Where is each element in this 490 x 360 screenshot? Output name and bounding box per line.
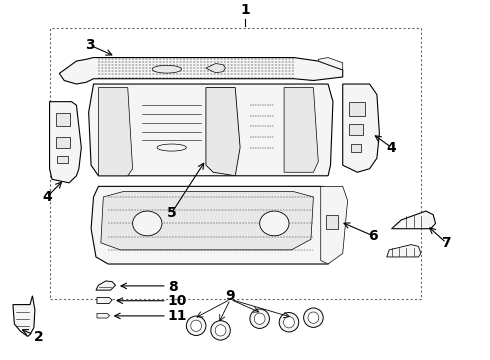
Polygon shape (101, 192, 314, 250)
Text: 4: 4 (42, 190, 52, 204)
Text: 4: 4 (387, 140, 396, 154)
Text: 8: 8 (168, 280, 177, 294)
Ellipse shape (215, 325, 226, 336)
Ellipse shape (133, 211, 162, 236)
Polygon shape (387, 244, 421, 257)
Text: 2: 2 (33, 330, 43, 344)
Text: 7: 7 (441, 236, 451, 250)
Ellipse shape (157, 144, 186, 151)
Ellipse shape (279, 312, 299, 332)
Polygon shape (96, 281, 116, 290)
Polygon shape (91, 186, 338, 264)
Ellipse shape (250, 309, 270, 328)
Bar (49, 28, 421, 299)
Ellipse shape (284, 316, 294, 328)
Bar (57, 156, 68, 163)
Bar (56, 137, 70, 148)
Ellipse shape (260, 211, 289, 236)
Polygon shape (59, 58, 343, 84)
Text: 5: 5 (167, 206, 176, 220)
Polygon shape (206, 87, 240, 176)
Ellipse shape (308, 312, 319, 323)
Ellipse shape (152, 65, 181, 73)
Text: 11: 11 (168, 309, 187, 323)
Polygon shape (97, 314, 110, 318)
Ellipse shape (254, 313, 265, 324)
Text: 3: 3 (85, 38, 95, 52)
Bar (326, 215, 338, 229)
Polygon shape (97, 298, 112, 303)
Text: 6: 6 (368, 229, 378, 243)
Bar (350, 144, 361, 152)
Polygon shape (318, 58, 343, 70)
Polygon shape (343, 84, 379, 172)
Bar (349, 102, 365, 116)
Polygon shape (392, 211, 436, 229)
Ellipse shape (186, 316, 206, 336)
Polygon shape (284, 87, 318, 172)
Polygon shape (98, 87, 133, 176)
Text: 1: 1 (240, 3, 250, 17)
Polygon shape (49, 102, 81, 183)
Polygon shape (13, 296, 35, 336)
Ellipse shape (191, 320, 201, 332)
Text: 10: 10 (168, 294, 187, 308)
Polygon shape (206, 64, 225, 73)
Ellipse shape (211, 321, 230, 340)
Ellipse shape (304, 308, 323, 327)
Polygon shape (321, 186, 347, 264)
Bar (349, 124, 363, 135)
Bar (56, 113, 70, 126)
Polygon shape (89, 84, 333, 176)
Text: 9: 9 (225, 289, 235, 303)
